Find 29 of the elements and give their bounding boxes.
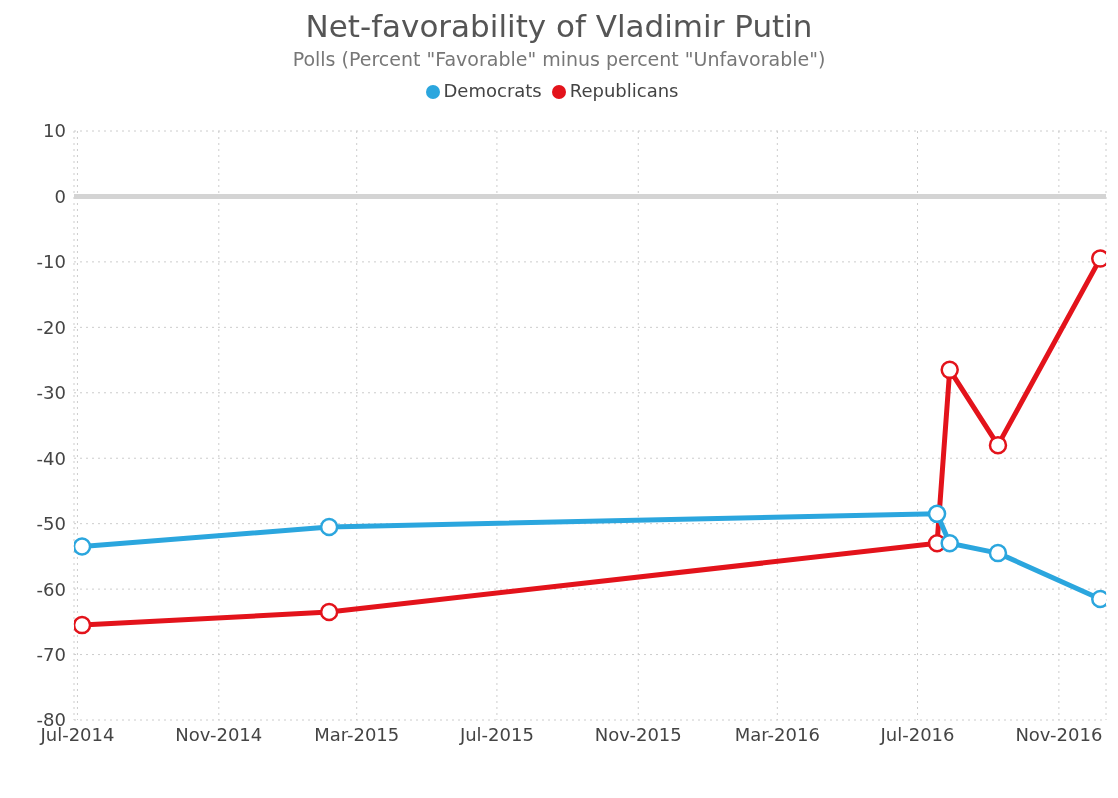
legend-label: Republicans <box>569 80 679 101</box>
point <box>74 615 92 635</box>
x-tick-label: Jul-2016 <box>879 723 955 745</box>
y-tick-label: -10 <box>36 251 66 273</box>
x-tick-label: Jul-2015 <box>458 723 534 745</box>
y-tick-label: 10 <box>43 120 66 142</box>
point <box>319 602 339 622</box>
x-tick-label: Mar-2016 <box>734 723 820 745</box>
y-tick-label: -20 <box>36 316 66 338</box>
point <box>988 435 1008 455</box>
point <box>74 537 92 556</box>
point <box>927 504 947 524</box>
chart-title: Net-favorability of Vladimir Putin <box>304 8 814 44</box>
y-tick-label: -50 <box>36 513 66 535</box>
point <box>940 360 959 380</box>
y-tick-label: -60 <box>36 578 66 600</box>
point <box>940 534 959 553</box>
y-tick-label: 0 <box>54 185 66 207</box>
y-tick-label: -70 <box>36 643 66 665</box>
x-tick-label: Nov-2015 <box>594 723 682 745</box>
point <box>319 517 339 537</box>
x-tick-label: Nov-2014 <box>175 723 263 745</box>
point <box>988 543 1008 563</box>
legend-label: Democrats <box>443 80 542 101</box>
y-tick-label: -30 <box>36 382 66 404</box>
x-tick-label: Nov-2016 <box>1015 723 1103 745</box>
x-tick-label: Mar-2015 <box>314 723 400 745</box>
y-tick-label: -40 <box>36 447 66 469</box>
chart-subtitle: Polls (Percent "Favorable" minus percent "Unfavorable") <box>291 48 827 70</box>
